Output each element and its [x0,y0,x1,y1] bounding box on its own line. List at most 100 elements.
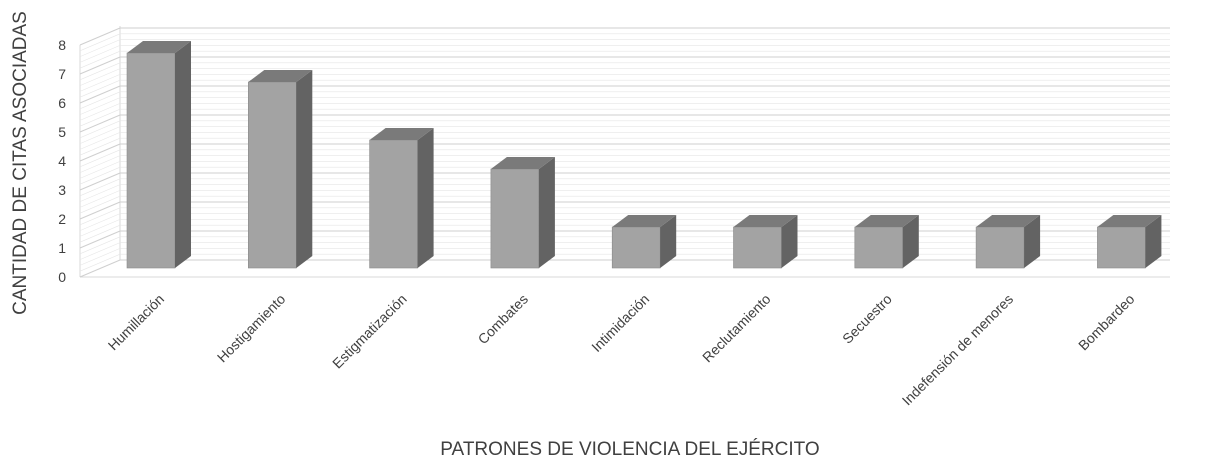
side-grid-line [79,120,121,139]
y-tick-label: 6 [58,95,66,111]
side-grid-line [79,201,121,220]
y-tick-label: 2 [58,211,66,227]
bar-top-face [127,41,191,53]
side-grid-line [79,143,121,162]
bar [975,215,1041,269]
y-tick-label: 7 [58,66,66,82]
bars [126,41,1162,269]
side-grid-line [79,230,121,249]
bar-side-face [1024,215,1041,268]
bar-top-face [248,70,313,82]
side-grid-line [79,79,121,98]
x-tick-label: Hostigamiento [214,291,289,366]
bar-top-face [976,215,1041,227]
y-tick-label: 1 [58,240,66,256]
side-grid-line [79,242,121,260]
x-tick-label: Indefensión de menores [899,291,1017,409]
bar-front-face [733,226,782,269]
side-grid-line [79,126,121,144]
x-tick-label: Humillación [105,291,167,353]
x-tick-label: Secuestro [839,291,895,347]
bar-top-face [733,215,798,227]
bar-front-face [126,52,176,269]
bar-side-face [175,41,191,268]
side-grid-line [79,91,121,110]
bar-front-face [975,226,1025,269]
side-grid-line [79,207,121,226]
side-grid-line [79,45,121,63]
bar [854,215,919,269]
side-grid-line [79,56,121,75]
x-tick-label: Combates [475,291,531,347]
bar [611,215,677,269]
bar [369,128,434,269]
x-tick-label: Estigmatización [329,291,410,372]
x-axis-labels: Humillación Hostigamiento Estigmatización C… [105,291,1138,409]
side-grid-line [79,50,121,69]
y-tick-label: 3 [58,182,66,198]
bar-top-face [612,215,677,227]
bar-front-face [1097,226,1146,269]
y-tick-label: 0 [58,269,66,285]
side-grid-line [79,149,121,168]
x-axis-title: PATRONES DE VIOLENCIA DEL EJÉRCITO [440,439,819,460]
side-grid-line [79,132,121,150]
bar-top-face [490,157,555,169]
side-grid-line [79,253,121,272]
bar-top-face [369,128,434,140]
side-grid-line [79,236,121,255]
side-grid-line [79,103,121,121]
bar-side-face [660,215,677,268]
side-grid-line [79,68,121,86]
side-grid-line [79,224,121,243]
y-tick-label: 4 [58,153,66,169]
side-grid-line [79,248,121,266]
side-grid-line [79,33,121,52]
y-axis-title: CANTIDAD DE CITAS ASOCIADAS [10,11,31,315]
side-grid-line [79,62,121,81]
bar [733,215,798,269]
side-grid-line [79,178,121,197]
bar-front-face [490,168,540,269]
side-grid-line [79,213,121,231]
y-tick-label: 5 [58,124,66,140]
side-grid-line [79,39,121,57]
side-grid-line [79,108,121,127]
x-tick-label: Reclutamiento [699,291,774,366]
bar [490,157,555,269]
bar [248,70,313,269]
bar-top-face [854,215,919,227]
x-tick-label: Intimidación [588,291,652,355]
bar-side-face [1145,215,1162,268]
x-tick-label: Bombardeo [1075,291,1138,354]
side-grid-line [79,219,121,237]
bar-top-face [1097,215,1162,227]
side-grid-line [79,184,121,202]
side-grid-line [79,166,121,185]
side-grid-line [79,114,121,133]
bar-side-face [296,70,313,268]
bar-side-face [417,128,434,268]
y-tick-label: 8 [58,37,66,53]
bar [126,41,191,269]
bar-front-face [854,226,904,269]
bar [1097,215,1162,269]
side-grid-line [79,74,121,92]
bar-side-face [781,215,798,268]
y-axis-ticks: 0 1 2 3 4 5 6 7 8 [58,37,66,285]
side-grid-line [79,137,121,156]
side-grid-line [79,155,121,173]
side-grid-line [79,195,121,214]
side-grid-line [79,161,121,179]
bar-front-face [248,81,297,269]
side-grid-line [79,27,121,46]
bar-front-face [369,139,418,269]
side-grid-line [79,97,121,115]
side-grid-line [79,85,121,104]
bar-side-face [538,157,555,268]
bar-front-face [611,226,661,269]
side-grid-line [79,259,121,278]
side-grid-line [79,172,121,191]
